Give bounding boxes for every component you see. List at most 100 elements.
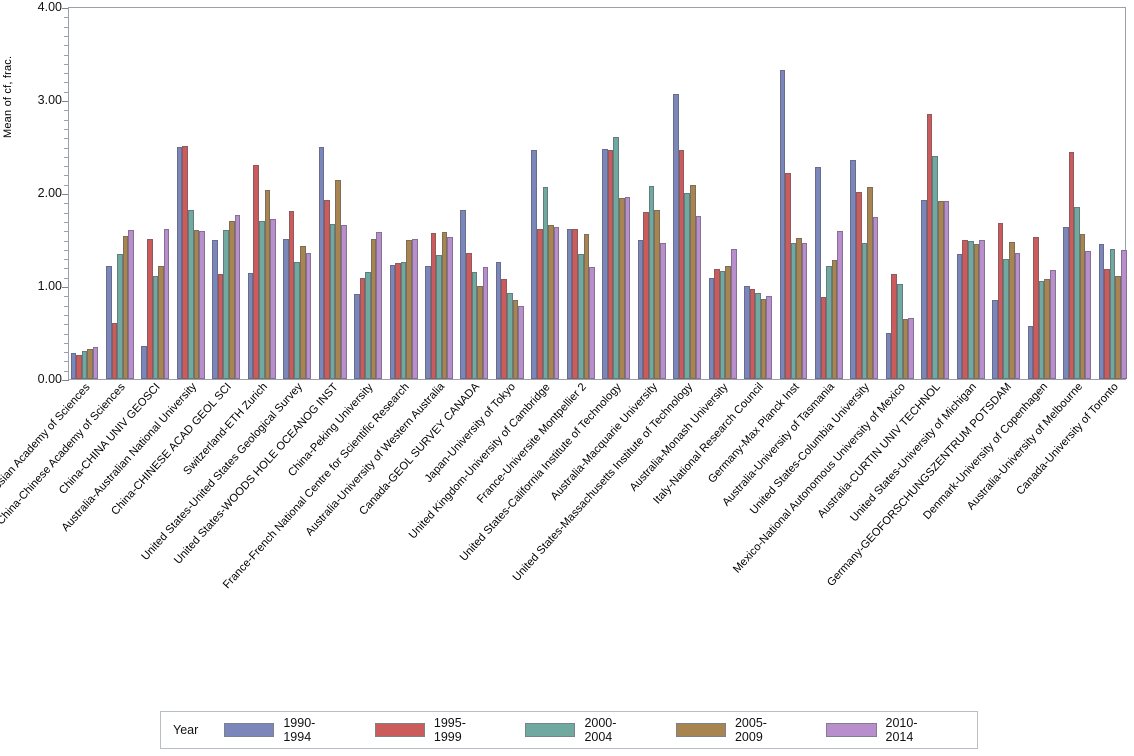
bar[interactable] (370, 238, 377, 379)
bar[interactable] (943, 201, 950, 379)
bar[interactable] (122, 235, 129, 379)
bar[interactable] (867, 186, 873, 379)
bar[interactable] (695, 216, 702, 379)
bar[interactable] (1068, 152, 1075, 379)
bar[interactable] (253, 165, 259, 379)
bar[interactable] (430, 233, 437, 379)
bar[interactable] (105, 265, 112, 379)
bar[interactable] (979, 240, 985, 379)
bar[interactable] (973, 244, 980, 379)
bar[interactable] (814, 166, 821, 379)
bar[interactable] (258, 220, 265, 379)
bar[interactable] (117, 254, 123, 379)
bar[interactable] (406, 240, 412, 379)
bar[interactable] (583, 233, 590, 379)
bar[interactable] (725, 265, 731, 379)
bar[interactable] (193, 230, 200, 379)
bar[interactable] (921, 200, 927, 379)
bar[interactable] (624, 196, 631, 379)
bar[interactable] (425, 265, 431, 379)
bar[interactable] (1044, 278, 1051, 379)
bar[interactable] (902, 318, 909, 379)
bar[interactable] (1014, 252, 1021, 379)
bar[interactable] (589, 267, 595, 379)
bar[interactable] (395, 262, 401, 379)
bar[interactable] (376, 232, 383, 379)
bar[interactable] (305, 253, 312, 379)
bar[interactable] (76, 354, 82, 379)
bar[interactable] (1115, 275, 1121, 379)
bar[interactable] (318, 146, 325, 379)
bar[interactable] (1079, 233, 1086, 379)
bar[interactable] (141, 346, 147, 379)
bar[interactable] (744, 286, 750, 379)
bar[interactable] (577, 254, 584, 379)
legend-item[interactable]: 1995-1999 (374, 716, 492, 744)
legend-item[interactable]: 1990-1994 (224, 716, 341, 744)
bar[interactable] (785, 172, 791, 379)
bar[interactable] (542, 186, 549, 379)
bar[interactable] (607, 150, 614, 379)
bar[interactable] (1050, 270, 1056, 379)
bar[interactable] (643, 211, 649, 379)
bar[interactable] (460, 209, 467, 379)
bar[interactable] (223, 230, 230, 379)
bar[interactable] (850, 159, 856, 379)
bar[interactable] (885, 333, 892, 379)
bar[interactable] (111, 323, 118, 379)
bar[interactable] (477, 286, 483, 379)
bar[interactable] (572, 229, 578, 379)
bar[interactable] (512, 299, 519, 379)
bar[interactable] (365, 272, 371, 379)
bar[interactable] (1008, 242, 1015, 379)
bar[interactable] (796, 237, 802, 379)
bar[interactable] (760, 299, 767, 379)
bar[interactable] (719, 271, 726, 379)
bar[interactable] (182, 145, 189, 379)
bar[interactable] (891, 273, 898, 379)
bar[interactable] (967, 241, 974, 379)
bar[interactable] (411, 238, 418, 379)
bar[interactable] (1027, 326, 1034, 379)
bar[interactable] (749, 288, 756, 379)
bar[interactable] (908, 317, 914, 379)
bar[interactable] (188, 209, 194, 379)
bar[interactable] (70, 352, 77, 379)
bar[interactable] (324, 200, 330, 379)
bar[interactable] (897, 284, 903, 379)
chart-legend[interactable]: Year 1990-1994 1995-1999 2000-2004 2005-200… (160, 711, 978, 749)
bar[interactable] (264, 190, 271, 379)
bar[interactable] (801, 243, 808, 379)
bar[interactable] (176, 147, 183, 379)
bar[interactable] (548, 224, 554, 379)
bar[interactable] (766, 296, 773, 379)
bar[interactable] (501, 278, 508, 379)
bar[interactable] (400, 261, 407, 379)
bar[interactable] (689, 184, 696, 379)
bar[interactable] (146, 238, 153, 379)
bar[interactable] (855, 192, 862, 379)
bar[interactable] (199, 231, 205, 379)
bar[interactable] (217, 273, 224, 379)
bar[interactable] (1038, 281, 1045, 379)
bar[interactable] (359, 277, 366, 379)
bar[interactable] (861, 243, 868, 379)
bar[interactable] (654, 209, 661, 379)
legend-item[interactable]: 2005-2009 (675, 716, 793, 744)
bar[interactable] (81, 351, 88, 379)
legend-item[interactable]: 2010-2014 (826, 716, 943, 744)
bar[interactable] (354, 294, 360, 379)
bar[interactable] (997, 222, 1004, 379)
bar[interactable] (684, 193, 690, 379)
bar[interactable] (536, 229, 543, 379)
bar[interactable] (92, 347, 99, 379)
bar[interactable] (294, 261, 300, 379)
bar[interactable] (1104, 269, 1110, 379)
bar[interactable] (553, 227, 560, 379)
bar[interactable] (1098, 244, 1105, 379)
bar[interactable] (730, 248, 737, 379)
bar[interactable] (482, 267, 489, 379)
bar[interactable] (613, 137, 620, 379)
bar[interactable] (128, 230, 134, 379)
bar[interactable] (708, 277, 715, 379)
